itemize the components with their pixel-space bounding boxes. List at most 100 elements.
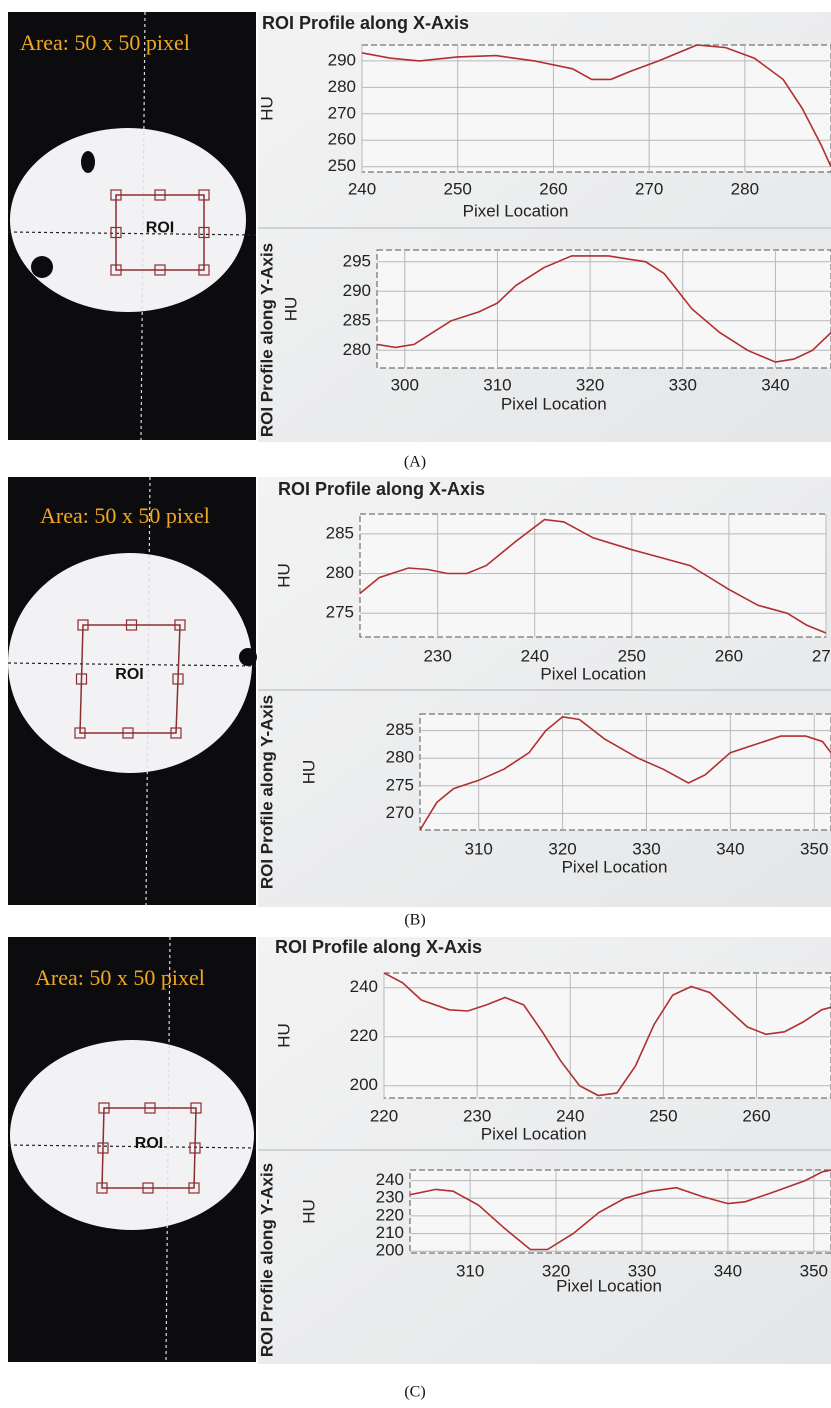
roi-handle [96, 1182, 108, 1194]
x-tick-label: 250 [649, 1106, 677, 1125]
phantom-hole [239, 648, 257, 666]
y-tick-label: 200 [350, 1075, 378, 1094]
x-axis-label: Pixel Location [481, 1124, 587, 1143]
phantom [8, 553, 252, 773]
phantom [10, 1040, 254, 1230]
x-tick-label: 270 [812, 646, 831, 665]
roi-handle [142, 1182, 154, 1194]
roi-handle [75, 673, 88, 685]
y-tick-label: 240 [376, 1170, 404, 1189]
x-tick-label: 250 [618, 646, 646, 665]
x-tick-label: 340 [714, 1261, 742, 1280]
plot-area [376, 249, 831, 369]
roi-handle [110, 189, 122, 201]
y-tick-label: 230 [376, 1188, 404, 1207]
roi-handle [77, 619, 89, 631]
roi-handle [190, 1102, 202, 1114]
crosshair [7, 662, 257, 667]
x-tick-label: 260 [539, 179, 567, 198]
y-tick-label: 270 [386, 803, 414, 822]
roi-box [101, 1107, 197, 1189]
y-tick-label: 295 [343, 251, 371, 270]
roi-box [79, 624, 181, 734]
y-tick-label: 285 [386, 720, 414, 739]
crosshair [145, 476, 151, 906]
y-tick-label: 220 [376, 1205, 404, 1224]
x-axis-label: Pixel Location [501, 394, 607, 413]
x-tick-label: 240 [556, 1106, 584, 1125]
chart-title: ROI Profile along Y-Axis [257, 243, 276, 437]
x-tick-label: 330 [628, 1261, 656, 1280]
roi-handle [154, 264, 166, 276]
y-tick-label: 250 [328, 156, 356, 175]
profile-line [362, 44, 831, 168]
roi-handle [98, 1102, 110, 1114]
x-axis-label: Pixel Location [556, 1276, 662, 1295]
roi-handle [170, 727, 182, 739]
chart-title: ROI Profile along X-Axis [275, 937, 482, 957]
roi-handle [144, 1102, 156, 1114]
roi-handle [154, 189, 166, 201]
x-tick-label: 320 [576, 375, 604, 394]
y-tick-label: 220 [350, 1026, 378, 1045]
plot-area [383, 972, 831, 1099]
x-tick-label: 320 [542, 1261, 570, 1280]
phantom-hole [81, 151, 95, 173]
y-axis-label: HU [274, 1023, 293, 1048]
phantom-hole [31, 256, 53, 278]
profile-line [377, 255, 831, 363]
x-tick-label: 310 [483, 375, 511, 394]
panel-label: (B) [404, 912, 425, 929]
x-tick-label: 240 [521, 646, 549, 665]
y-axis-label: HU [299, 1199, 318, 1224]
crosshair [7, 231, 257, 236]
x-tick-label: 350 [800, 1261, 828, 1280]
panel-label: (C) [404, 1384, 425, 1401]
y-tick-label: 270 [328, 103, 356, 122]
x-tick-label: 250 [444, 179, 472, 198]
x-tick-label: 330 [669, 375, 697, 394]
area-text: Area: 50 x 50 pixel [40, 503, 210, 528]
roi-handle [110, 226, 122, 239]
profile-line [360, 518, 826, 634]
y-tick-label: 290 [328, 50, 356, 69]
x-tick-label: 310 [465, 839, 493, 858]
roi-label: ROI [115, 666, 143, 683]
plot-area [419, 713, 831, 831]
y-tick-label: 280 [328, 77, 356, 96]
x-tick-label: 260 [742, 1106, 770, 1125]
x-axis-label: Pixel Location [463, 201, 569, 220]
roi-handle [74, 727, 86, 739]
roi-handle [198, 226, 210, 239]
y-tick-label: 285 [326, 523, 354, 542]
y-tick-label: 260 [328, 130, 356, 149]
y-axis-label: HU [274, 563, 293, 588]
x-tick-label: 330 [632, 839, 660, 858]
x-tick-label: 240 [348, 179, 376, 198]
x-axis-label: Pixel Location [562, 857, 668, 876]
roi-handle [198, 264, 210, 276]
x-tick-label: 260 [715, 646, 743, 665]
roi-handle [122, 727, 134, 739]
plot-area [361, 44, 831, 173]
roi-handle [97, 1142, 109, 1154]
x-axis-label: Pixel Location [540, 664, 646, 683]
chart-title: ROI Profile along Y-Axis [257, 695, 276, 889]
chart-title: ROI Profile along X-Axis [262, 13, 469, 33]
x-tick-label: 280 [731, 179, 759, 198]
plot-area [359, 513, 827, 638]
chart-title: ROI Profile along Y-Axis [257, 1163, 276, 1357]
y-axis-label: HU [299, 760, 318, 785]
panel-label: (A) [404, 454, 426, 471]
roi-handle [188, 1182, 200, 1194]
x-tick-label: 230 [423, 646, 451, 665]
phantom [10, 128, 246, 312]
x-tick-label: 340 [716, 839, 744, 858]
crosshair [140, 11, 146, 441]
roi-label: ROI [146, 220, 174, 237]
y-tick-label: 240 [350, 977, 378, 996]
area-text: Area: 50 x 50 pixel [35, 965, 205, 990]
y-tick-label: 280 [326, 563, 354, 582]
y-tick-label: 275 [326, 603, 354, 622]
